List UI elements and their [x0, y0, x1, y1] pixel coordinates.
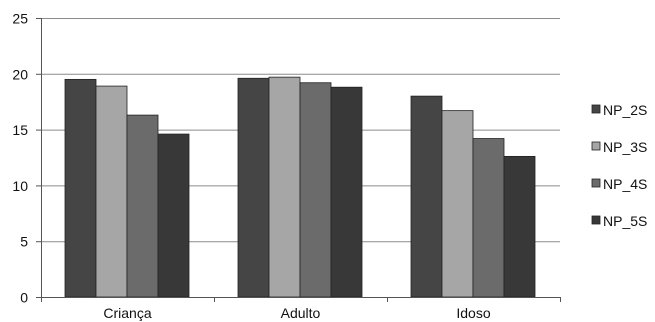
bar-np-5s	[330, 86, 363, 298]
bar-np-3s	[441, 110, 474, 298]
legend: NP_2S NP_3S NP_4S NP_5S	[591, 102, 647, 229]
y-tick-label: 20	[12, 66, 28, 82]
bar-np-4s	[126, 114, 159, 298]
y-axis: 0 5 10 15 20 25	[12, 11, 42, 306]
bar-np-3s	[95, 85, 128, 298]
y-tick-label: 5	[20, 234, 28, 250]
x-tick-label: Adulto	[281, 305, 321, 321]
legend-label: NP_4S	[603, 176, 647, 192]
legend-label: NP_3S	[603, 139, 647, 155]
y-tick-label: 10	[12, 178, 28, 194]
legend-swatch	[591, 104, 601, 114]
bar-np-2s	[410, 95, 443, 298]
bar-np-3s	[268, 76, 301, 298]
legend-swatch	[591, 178, 601, 188]
bar-np-2s	[237, 77, 270, 298]
bar-np-4s	[472, 138, 505, 298]
bar-np-5s	[157, 133, 190, 298]
x-tick-label: Idoso	[456, 305, 490, 321]
bar-np-2s	[64, 78, 97, 298]
legend-label: NP_2S	[603, 102, 647, 118]
bar-np-5s	[503, 155, 536, 298]
bar-np-4s	[299, 82, 332, 298]
x-tick-label: Criança	[103, 305, 151, 321]
bars	[64, 76, 536, 298]
x-axis: Criança Adulto Idoso	[41, 297, 561, 321]
legend-swatch	[591, 215, 601, 225]
y-tick-label: 15	[12, 122, 28, 138]
y-tick-label: 0	[20, 290, 28, 306]
legend-label: NP_5S	[603, 213, 647, 229]
y-tick-label: 25	[12, 11, 28, 27]
legend-swatch	[591, 141, 601, 151]
